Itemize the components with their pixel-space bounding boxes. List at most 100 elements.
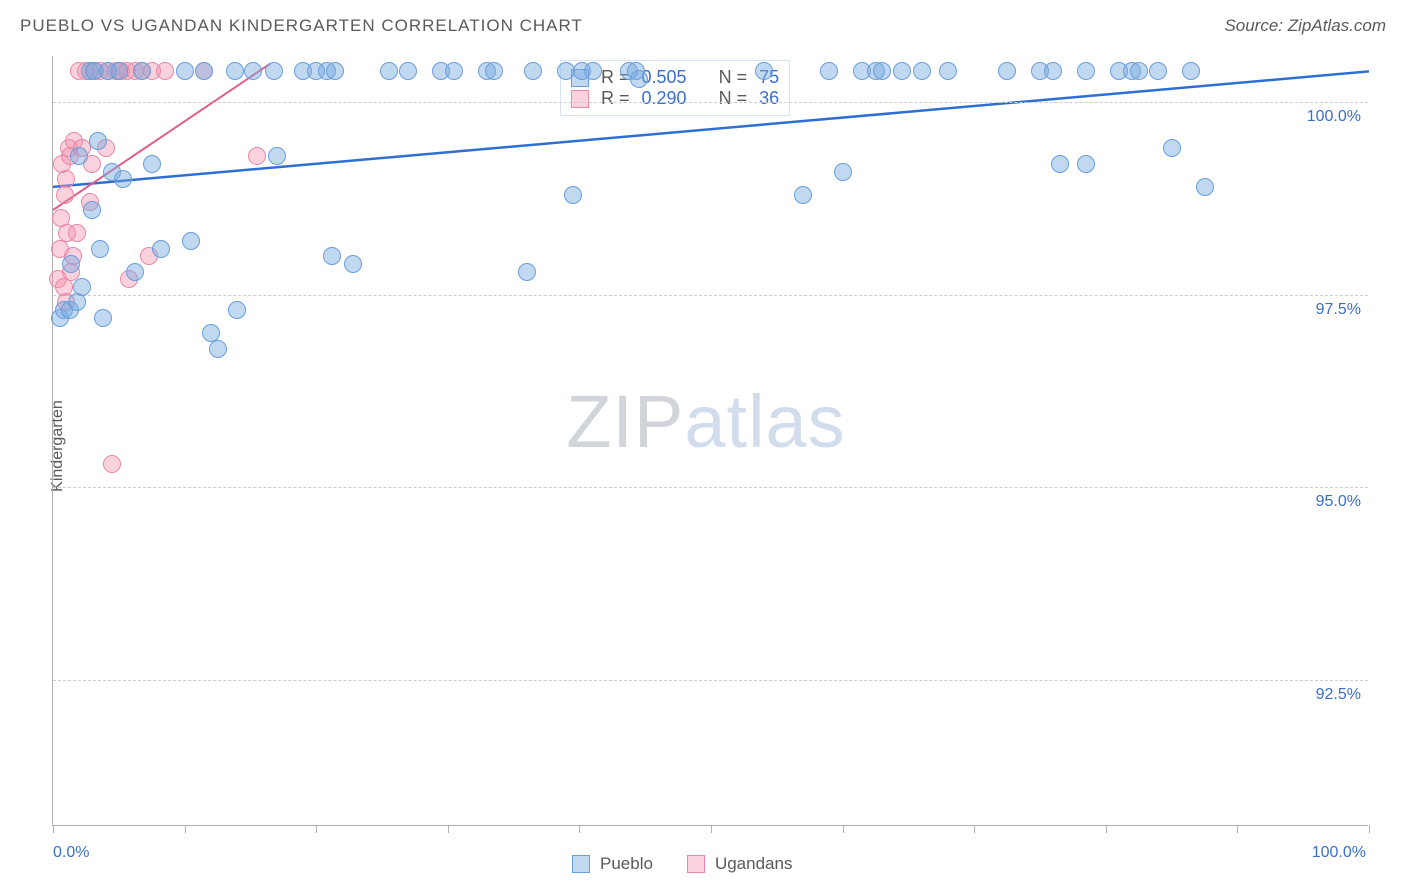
watermark-atlas: atlas [684,380,845,463]
pueblo-point [323,247,341,265]
pueblo-point [1130,62,1148,80]
pueblo-point [89,132,107,150]
pueblo-point [73,278,91,296]
x-tick [843,825,844,833]
gridline [53,295,1368,296]
y-tick-label: 92.5% [1291,686,1361,704]
legend: Pueblo Ugandans [572,854,816,874]
y-tick-label: 95.0% [1291,493,1361,511]
pueblo-point [1077,62,1095,80]
pueblo-point [1182,62,1200,80]
pueblo-point [344,255,362,273]
pueblo-point [152,240,170,258]
watermark: ZIPatlas [566,379,845,464]
pueblo-point [68,293,86,311]
pueblo-point [70,147,88,165]
pueblo-point [1077,155,1095,173]
pueblo-point [176,62,194,80]
x-max-label: 100.0% [1312,844,1366,862]
pueblo-point [268,147,286,165]
x-tick [53,825,54,833]
pueblo-point [518,263,536,281]
x-tick [1237,825,1238,833]
pueblo-point [1163,139,1181,157]
pueblo-point [62,255,80,273]
pueblo-point [584,62,602,80]
ugandans-point [68,224,86,242]
pueblo-point [998,62,1016,80]
ugandans-point [248,147,266,165]
r-value: 0.505 [642,67,687,88]
n-value: 36 [759,88,779,109]
pueblo-point [244,62,262,80]
ugandans-point [156,62,174,80]
pueblo-point [630,70,648,88]
pueblo-point [564,186,582,204]
source-label: Source: ZipAtlas.com [1224,16,1386,36]
x-tick [448,825,449,833]
pueblo-point [114,170,132,188]
x-tick [1369,825,1370,833]
pueblo-point [94,309,112,327]
r-value: 0.290 [642,88,687,109]
ugandans-legend-label: Ugandans [715,854,793,874]
pueblo-point [913,62,931,80]
pueblo-point [228,301,246,319]
ugandans-point [103,455,121,473]
pueblo-legend-swatch-icon [572,855,590,873]
pueblo-point [195,62,213,80]
pueblo-point [1051,155,1069,173]
x-tick [711,825,712,833]
pueblo-legend-label: Pueblo [600,854,653,874]
y-tick-label: 97.5% [1291,301,1361,319]
pueblo-point [91,240,109,258]
ugandans-point [57,170,75,188]
gridline [53,487,1368,488]
stats-row-pueblo: R =0.505N =75 [571,67,779,88]
pueblo-point [83,201,101,219]
x-min-label: 0.0% [53,844,89,862]
chart-title: PUEBLO VS UGANDAN KINDERGARTEN CORRELATI… [20,16,583,36]
pueblo-point [182,232,200,250]
pueblo-point [126,263,144,281]
trend-lines [53,56,1369,826]
pueblo-point [226,62,244,80]
pueblo-point [485,62,503,80]
pueblo-point [445,62,463,80]
ugandans-point [56,186,74,204]
pueblo-point [326,62,344,80]
pueblo-point [209,340,227,358]
stats-row-ugandans: R = 0.290 N = 36 [571,88,779,109]
pueblo-point [143,155,161,173]
pueblo-point [133,62,151,80]
r-label: R = [601,88,630,109]
pueblo-point [1044,62,1062,80]
x-tick [579,825,580,833]
n-label: N = [719,67,748,88]
pueblo-point [380,62,398,80]
pueblo-point [110,62,128,80]
ugandans-swatch-icon [571,90,589,108]
pueblo-point [755,62,773,80]
pueblo-point [820,62,838,80]
pueblo-point [834,163,852,181]
ugandans-legend-swatch-icon [687,855,705,873]
pueblo-point [893,62,911,80]
pueblo-point [939,62,957,80]
chart-container: PUEBLO VS UGANDAN KINDERGARTEN CORRELATI… [0,0,1406,892]
x-tick [974,825,975,833]
pueblo-point [524,62,542,80]
x-tick [185,825,186,833]
pueblo-point [399,62,417,80]
gridline [53,680,1368,681]
x-tick [316,825,317,833]
pueblo-point [1149,62,1167,80]
pueblo-point [794,186,812,204]
x-tick [1106,825,1107,833]
y-tick-label: 100.0% [1291,108,1361,126]
n-label: N = [719,88,748,109]
plot-area: ZIPatlas R =0.505N =75R =0.290N =36 92.5… [52,56,1368,826]
gridline [53,102,1368,103]
pueblo-point [873,62,891,80]
pueblo-point [265,62,283,80]
